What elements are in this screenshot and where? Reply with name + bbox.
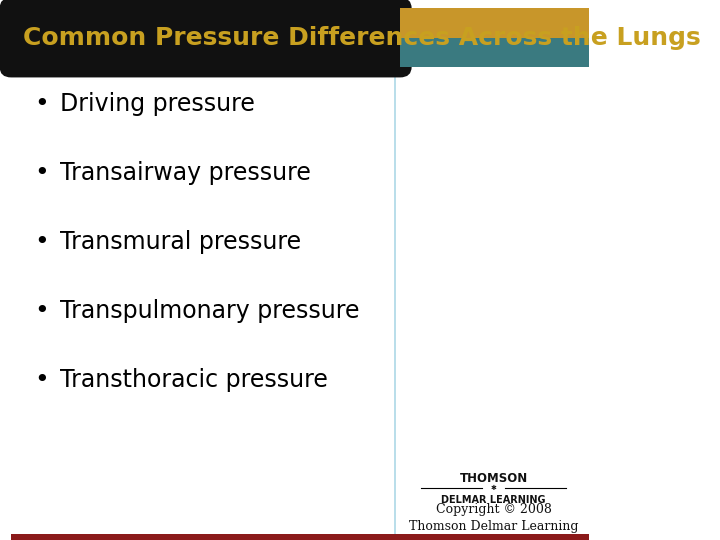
Text: •: • [35, 92, 49, 116]
Text: •: • [35, 299, 49, 323]
FancyBboxPatch shape [0, 0, 412, 77]
Text: •: • [35, 368, 49, 393]
Text: DELMAR LEARNING: DELMAR LEARNING [441, 495, 546, 504]
Text: Common Pressure Differences Across the Lungs: Common Pressure Differences Across the L… [23, 25, 701, 50]
Text: •: • [35, 230, 49, 254]
Bar [11, 534, 589, 540]
Text: Transpulmonary pressure: Transpulmonary pressure [60, 299, 360, 323]
Bar [400, 38, 589, 67]
Text: THOMSON: THOMSON [459, 472, 528, 485]
Text: Transairway pressure: Transairway pressure [60, 161, 311, 185]
Text: •: • [35, 161, 49, 185]
Text: ✱: ✱ [491, 485, 497, 491]
Text: Copyright © 2008
Thomson Delmar Learning: Copyright © 2008 Thomson Delmar Learning [409, 503, 578, 532]
Text: Transthoracic pressure: Transthoracic pressure [60, 368, 328, 393]
Text: Transmural pressure: Transmural pressure [60, 230, 302, 254]
Text: Driving pressure: Driving pressure [60, 92, 255, 116]
Bar [400, 8, 589, 38]
